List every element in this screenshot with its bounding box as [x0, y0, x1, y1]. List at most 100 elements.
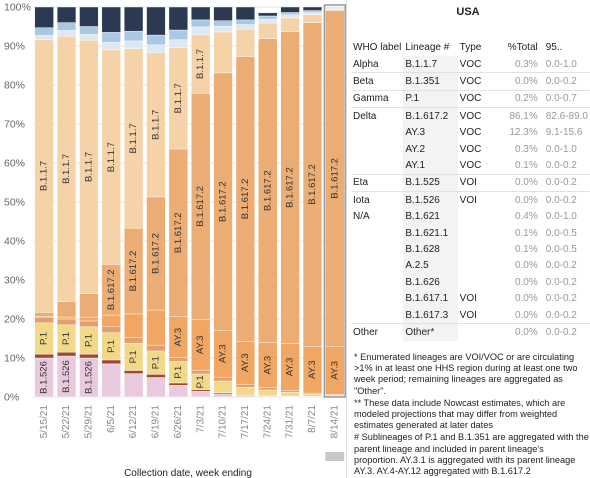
table-row[interactable]: Alpha B.1.1.7 VOC 0.3% 0.0-1.0	[351, 56, 590, 73]
bar-segment[interactable]	[280, 12, 300, 15]
bar-segment[interactable]	[101, 32, 121, 43]
bar-segment[interactable]	[191, 26, 211, 35]
bar-segment[interactable]	[191, 369, 211, 375]
bar-segment[interactable]	[168, 385, 188, 398]
bar-segment[interactable]	[280, 392, 300, 397]
table-row[interactable]: Beta B.1.351 VOC 0.0% 0.0-0.2	[351, 72, 590, 91]
bar-segment[interactable]	[258, 387, 278, 391]
bar-segment[interactable]	[56, 6, 77, 23]
bar-segment[interactable]	[56, 30, 77, 37]
bar-segment[interactable]	[235, 24, 255, 30]
bar-segment[interactable]	[213, 31, 233, 74]
bar-segment[interactable]	[235, 387, 255, 396]
bar-segment[interactable]	[280, 17, 300, 32]
bar-segment[interactable]	[302, 14, 323, 23]
bar-segment[interactable]	[79, 34, 99, 41]
table-row[interactable]: B.1.626 0.0% 0.0-0.2	[351, 274, 590, 291]
table-row[interactable]: AY.2 VOC 0.3% 0.0-1.0	[351, 140, 590, 158]
header-lineage[interactable]: Lineage #	[405, 41, 450, 53]
bar-segment[interactable]	[146, 374, 166, 378]
bar-segment[interactable]	[168, 357, 188, 362]
bar-segment[interactable]	[235, 29, 255, 57]
bar-segment[interactable]	[191, 389, 211, 392]
bar-segment[interactable]	[101, 6, 121, 33]
bar-segment[interactable]	[124, 337, 144, 344]
bar-segment[interactable]	[191, 19, 211, 28]
bar-segment[interactable]	[101, 41, 121, 51]
bar-segment[interactable]	[124, 6, 144, 32]
table-row[interactable]: B.1.617.3 VOI 0.0% 0.0-0.2	[351, 306, 590, 324]
bar-segment[interactable]	[34, 312, 54, 317]
bar-segment[interactable]	[213, 376, 233, 382]
bar-segment[interactable]	[258, 18, 278, 24]
bar-segment[interactable]	[258, 15, 278, 20]
bar-segment[interactable]	[280, 6, 300, 13]
header-pct-total[interactable]: %Total	[507, 41, 538, 53]
bar-segment[interactable]	[168, 39, 188, 48]
bar-segment[interactable]	[34, 6, 54, 28]
bar-segment[interactable]	[146, 344, 166, 352]
bar-segment[interactable]	[56, 22, 77, 31]
bar-segment[interactable]	[146, 44, 166, 53]
bar-segment[interactable]	[146, 6, 166, 36]
bar-segment[interactable]	[56, 318, 77, 326]
bar-segment[interactable]	[258, 389, 278, 397]
bar-segment[interactable]	[79, 293, 99, 318]
bar-segment[interactable]	[101, 314, 121, 328]
bar-segment[interactable]	[280, 14, 300, 19]
bar-segment[interactable]	[302, 12, 323, 15]
bar-segment[interactable]	[191, 6, 211, 21]
bar-segment[interactable]	[34, 35, 54, 40]
bar-segment[interactable]	[79, 353, 99, 359]
bar-segment[interactable]	[302, 10, 323, 13]
table-row[interactable]: B.1.628 0.1% 0.0-0.5	[351, 241, 590, 258]
bar-segment[interactable]	[258, 22, 278, 39]
bar-segment[interactable]	[235, 6, 255, 21]
bar-segment[interactable]	[213, 393, 233, 398]
bar-segment[interactable]	[101, 363, 121, 398]
bar-segment[interactable]	[56, 351, 77, 357]
bar-segment[interactable]	[34, 316, 54, 324]
bar-segment[interactable]	[124, 313, 144, 338]
bar-segment[interactable]	[213, 6, 233, 21]
table-row[interactable]: A.2.5 0.0% 0.0-0.2	[351, 257, 590, 275]
bar-segment[interactable]	[235, 19, 255, 25]
table-row[interactable]: N/A B.1.621 0.4% 0.0-1.0	[351, 208, 590, 225]
bar-segment[interactable]	[146, 34, 166, 46]
scroll-thumb[interactable]	[325, 452, 345, 461]
table-row[interactable]: AY.3 VOC 12.3% 9.1-15.6	[351, 124, 590, 141]
bar-segment[interactable]	[168, 6, 188, 31]
bar-segment[interactable]	[79, 6, 99, 27]
header-95-ci[interactable]: 95..	[545, 41, 563, 53]
bar-segment[interactable]	[146, 309, 166, 346]
bar-segment[interactable]	[302, 6, 323, 11]
bar-segment[interactable]	[168, 29, 188, 40]
bar-segment[interactable]	[101, 326, 121, 333]
table-row[interactable]: Iota B.1.526 VOI 0.0% 0.0-0.2	[351, 191, 590, 209]
table-row[interactable]: Eta B.1.525 VOI 0.0% 0.0-0.2	[351, 173, 590, 192]
bar-segment[interactable]	[213, 25, 233, 33]
table-row[interactable]: B.1.621.1 0.1% 0.0-0.5	[351, 224, 590, 242]
bar-segment[interactable]	[56, 316, 77, 320]
bar-segment[interactable]	[124, 370, 144, 374]
bar-segment[interactable]	[302, 394, 323, 397]
bar-segment[interactable]	[213, 20, 233, 27]
bar-segment[interactable]	[168, 382, 188, 386]
bar-segment[interactable]	[79, 320, 99, 328]
bar-segment[interactable]	[191, 390, 211, 398]
bar-segment[interactable]	[56, 301, 77, 318]
bar-segment[interactable]	[280, 390, 300, 393]
table-row[interactable]: Other Other* 0.0% 0.0-0.2	[351, 323, 590, 341]
table-row[interactable]: AY.1 VOC 0.1% 0.0-0.2	[351, 157, 590, 175]
bar-segment[interactable]	[34, 353, 54, 359]
header-type[interactable]: Type	[459, 41, 482, 53]
table-row[interactable]: Delta B.1.617.2 VOC 86.1% 82.6-89.0	[351, 107, 590, 125]
bar-segment[interactable]	[213, 380, 233, 393]
bar-segment[interactable]	[124, 30, 144, 42]
table-row[interactable]: B.1.617.1 VOI 0.0% 0.0-0.2	[351, 290, 590, 307]
bar-segment[interactable]	[34, 27, 54, 36]
bar-segment[interactable]	[79, 26, 99, 35]
header-who-label[interactable]: WHO label	[353, 41, 402, 53]
bar-segment[interactable]	[124, 373, 144, 398]
bar-segment[interactable]	[124, 40, 144, 49]
